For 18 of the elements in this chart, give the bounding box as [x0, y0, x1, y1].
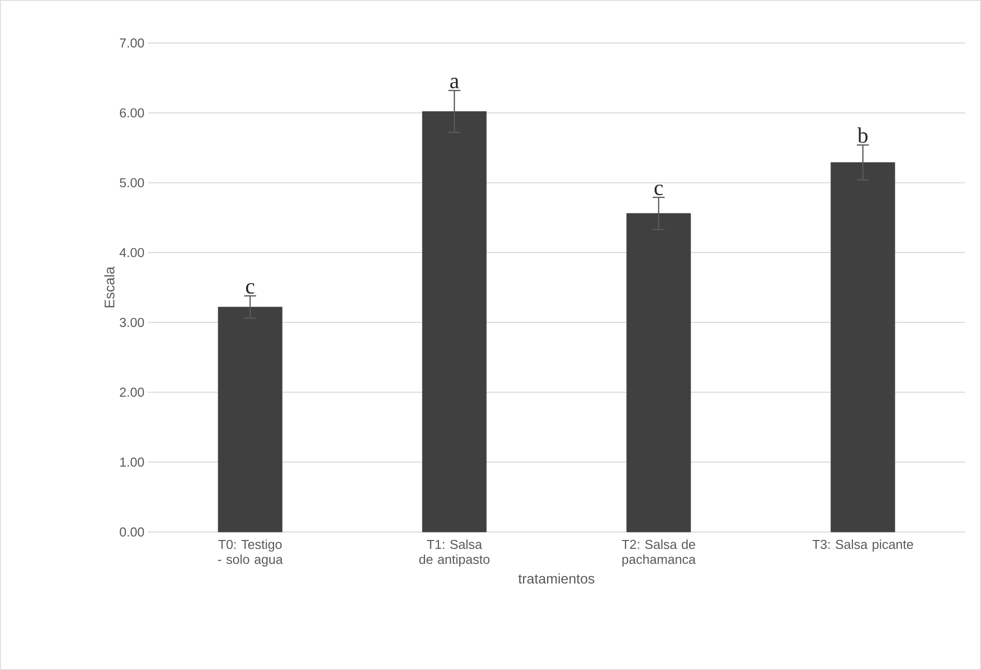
x-tick-label: T3: Salsa picante [812, 540, 914, 552]
y-axis-title: Escala [104, 266, 114, 308]
annotation: b [857, 127, 868, 143]
y-tick-label: 4.00 [120, 248, 144, 258]
annotation: c [654, 184, 663, 196]
x-tick-label: T1: Salsa de antipasto [419, 540, 490, 567]
y-tick-label: 5.00 [120, 178, 144, 188]
y-tick-label: 3.00 [120, 318, 144, 327]
x-tick-label: T2: Salsa de pachamanca [622, 540, 696, 567]
y-tick-label: 0.00 [120, 527, 144, 537]
annotation: c [246, 283, 254, 294]
annotation: a [450, 78, 459, 88]
y-tick-label: 2.00 [120, 388, 144, 397]
x-tick-label: T0: Testigo - solo agua [218, 540, 283, 567]
x-axis-title: tratamientos [518, 573, 594, 584]
y-tick-label: 7.00 [120, 38, 144, 48]
y-tick-label: 1.00 [120, 458, 144, 467]
y-tick-label: 6.00 [120, 108, 144, 118]
